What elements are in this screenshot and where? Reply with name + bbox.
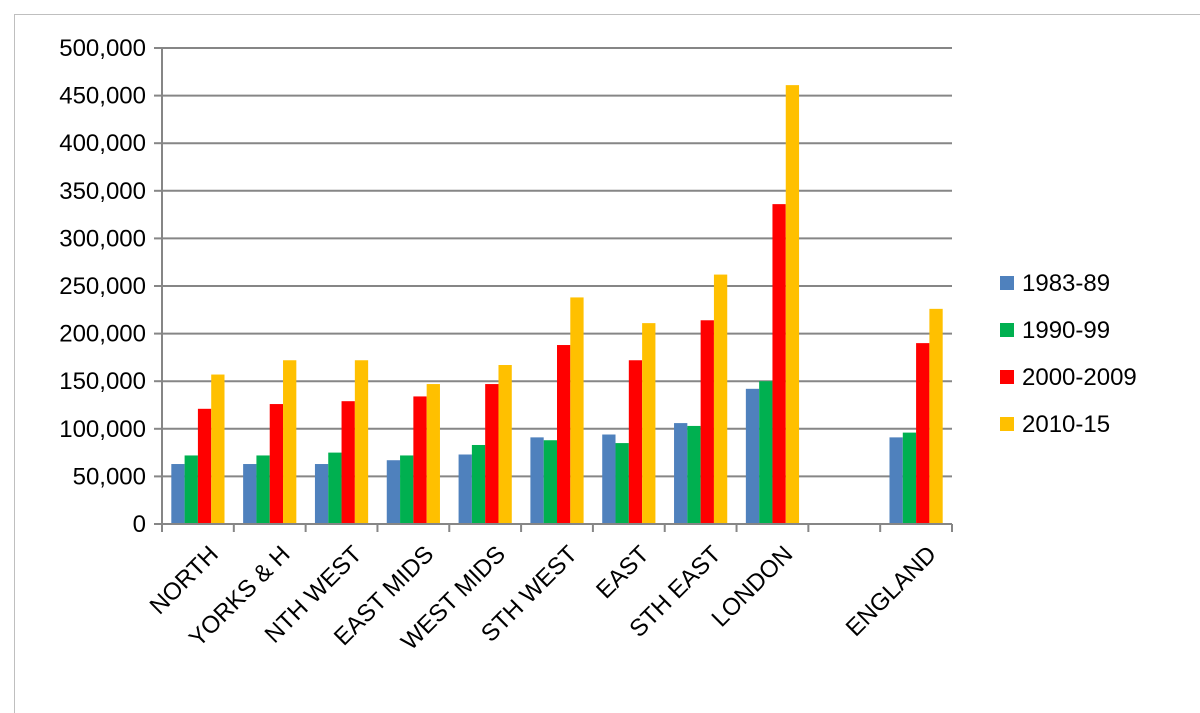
bar-2010-15 (498, 365, 512, 524)
y-tick-label: 500,000 (59, 35, 146, 62)
bar-2000-2009 (341, 401, 355, 524)
bar-2000-2009 (197, 408, 212, 524)
bar-2000-2009 (557, 345, 571, 524)
bar-1983-89 (530, 437, 544, 524)
bar-2010-15 (713, 274, 728, 524)
bar-2010-15 (354, 360, 369, 524)
legend-label: 2000-2009 (1022, 364, 1137, 391)
bar-1983-89 (889, 437, 903, 524)
bar-1983-89 (745, 388, 760, 524)
y-tick-label: 0 (133, 511, 146, 538)
bar-1990-99 (328, 452, 342, 524)
bar-1990-99 (400, 455, 414, 524)
y-tick-label: 400,000 (59, 130, 146, 157)
legend-label: 1990-99 (1022, 317, 1110, 344)
bar-1983-89 (386, 460, 401, 524)
y-tick-label: 100,000 (59, 416, 146, 443)
y-tick-label: 350,000 (59, 178, 146, 205)
bar-2010-15 (785, 85, 800, 525)
bar-2000-2009 (485, 384, 499, 524)
bar-1990-99 (471, 444, 486, 524)
legend-swatch (1000, 370, 1014, 384)
bar-1983-89 (458, 454, 472, 524)
bar-1983-89 (243, 464, 257, 524)
y-tick-label: 150,000 (59, 368, 146, 395)
legend-swatch (1000, 276, 1014, 290)
y-tick-label: 50,000 (73, 463, 146, 490)
bar-2000-2009 (916, 343, 930, 524)
y-tick-labels: 0 50,000 100,000 150,000 200,000 250,000 300,0… (59, 35, 146, 538)
bar-2010-15 (426, 384, 440, 524)
bar-1990-99 (543, 440, 557, 524)
x-tick-label: ENGLAND (841, 541, 942, 642)
bar-2010-15 (570, 297, 584, 524)
y-tick-label: 450,000 (59, 83, 146, 110)
y-tick-label: 300,000 (59, 225, 146, 252)
bar-2010-15 (211, 374, 225, 524)
bar-1990-99 (902, 432, 917, 524)
bar-1990-99 (184, 455, 198, 524)
legend-swatch (1000, 323, 1014, 337)
y-tick-label: 250,000 (59, 273, 146, 300)
bar-2010-15 (283, 360, 297, 524)
bar-2000-2009 (269, 404, 284, 524)
legend-swatch (1000, 417, 1014, 431)
bars (171, 85, 943, 525)
bar-1983-89 (171, 464, 185, 524)
bar-1990-99 (256, 455, 270, 524)
x-tick-label: EAST (591, 540, 655, 604)
bar-2010-15 (642, 323, 656, 524)
bar-1983-89 (314, 464, 329, 524)
bar-2000-2009 (413, 396, 427, 524)
legend-label: 2010-15 (1022, 411, 1110, 438)
bar-1983-89 (674, 423, 688, 524)
legend: 1983-89 1990-99 2000-2009 2010-15 (1000, 270, 1137, 438)
y-tick-label: 200,000 (59, 321, 146, 348)
bar-1990-99 (759, 381, 773, 524)
bar-2000-2009 (700, 320, 714, 524)
bar-2010-15 (929, 308, 943, 524)
bar-2000-2009 (628, 360, 643, 524)
chart-frame (14, 14, 1200, 713)
bar-1990-99 (687, 425, 701, 524)
bar-1983-89 (602, 434, 616, 524)
legend-label: 1983-89 (1022, 270, 1110, 297)
bar-1990-99 (615, 443, 629, 524)
axes (154, 47, 953, 532)
bar-2000-2009 (772, 204, 786, 525)
